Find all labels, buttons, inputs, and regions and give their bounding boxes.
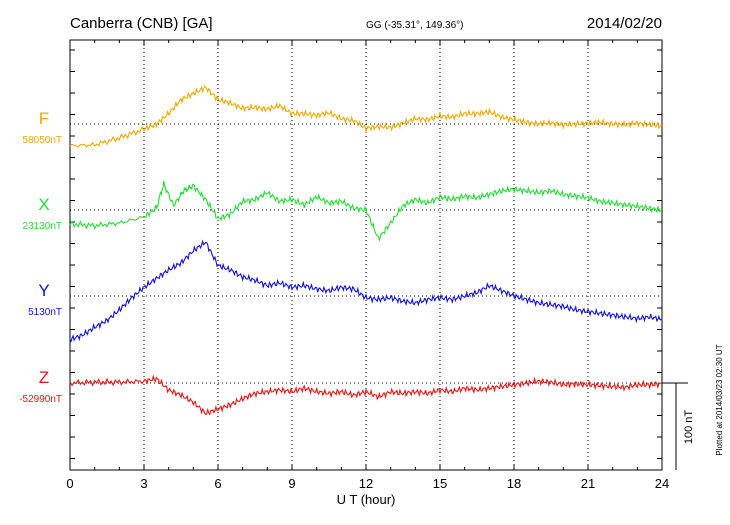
series-baseline-z: -52990nT [19,394,62,405]
x-tick-label: 15 [433,476,447,491]
series-baseline-y: 5130nT [28,307,62,318]
x-tick-label: 9 [288,476,295,491]
axis-ticks [69,40,663,470]
x-tick-label: 18 [507,476,521,491]
station-title: Canberra (CNB) [GA] [70,15,213,32]
x-tick-label: 6 [214,476,221,491]
series-line-y [69,239,663,343]
series-baseline-x: 23130nT [23,221,62,232]
series-baseline-f: 58050nT [23,135,62,146]
station-coordinates: GG (-35.31°, 149.36°) [366,20,464,31]
x-tick-label: 21 [581,476,595,491]
grid-lines [70,40,662,470]
series-name-z: Z [39,368,49,387]
series-labels: F 58050nT X 23130nT Y 5130nT Z -52990nT [19,109,62,405]
scale-bar-label: 100 nT [683,410,695,445]
series-name-f: F [39,109,49,128]
scale-bar: 100 nT [662,382,695,470]
x-axis-title: U T (hour) [337,492,396,507]
series-name-y: Y [38,281,49,300]
series-line-z [69,374,663,416]
series-line-f [69,85,663,148]
x-tick-label: 3 [140,476,147,491]
x-tick-label: 24 [655,476,669,491]
x-tick-labels: 0 3 6 9 12 15 18 21 24 [66,476,669,491]
date-label: 2014/02/20 [587,15,662,32]
plotted-timestamp-note: Plotted at 2014/03/23 02:30 UT [715,344,724,455]
series-traces [69,85,663,416]
x-tick-label: 12 [359,476,373,491]
series-line-x [69,180,663,243]
x-tick-label: 0 [66,476,73,491]
series-name-x: X [38,195,49,214]
